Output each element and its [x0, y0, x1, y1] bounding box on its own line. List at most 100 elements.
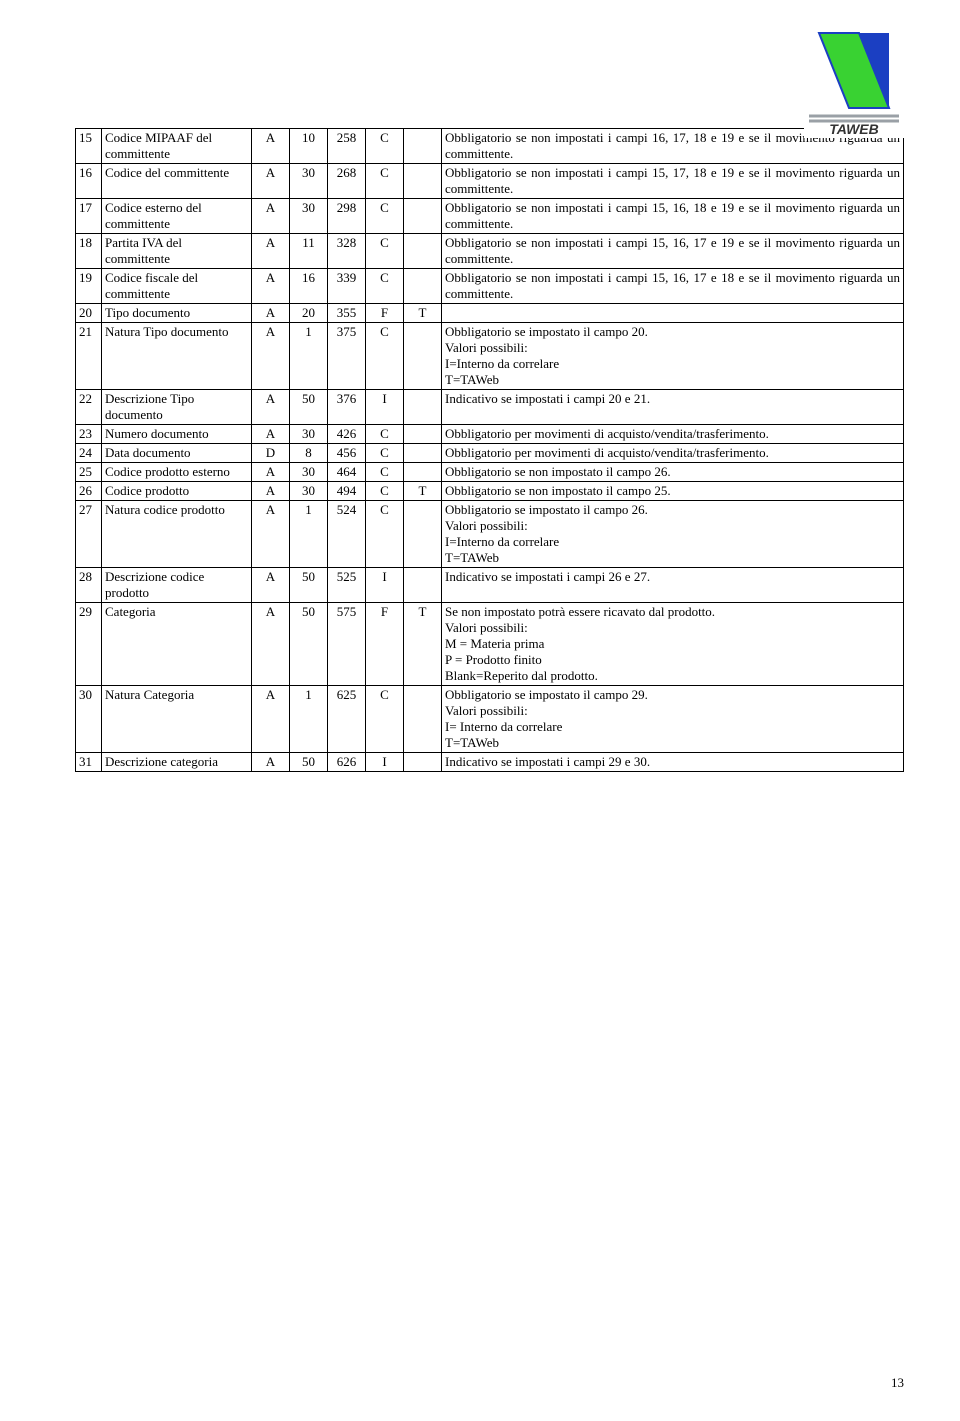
cell-c7: Obbligatorio se non impostati i campi 15…: [442, 234, 904, 269]
cell-c0: 25: [76, 463, 102, 482]
cell-c4: 525: [328, 568, 366, 603]
cell-c4: 258: [328, 129, 366, 164]
cell-c7: Obbligatorio se impostato il campo 26.Va…: [442, 501, 904, 568]
cell-c6: [404, 686, 442, 753]
cell-c3: 30: [290, 482, 328, 501]
cell-c4: 524: [328, 501, 366, 568]
cell-c2: A: [252, 304, 290, 323]
cell-c7: Obbligatorio per movimenti di acquisto/v…: [442, 444, 904, 463]
cell-c4: 328: [328, 234, 366, 269]
cell-c2: A: [252, 482, 290, 501]
cell-c1: Codice MIPAAF del committente: [102, 129, 252, 164]
cell-c7: [442, 304, 904, 323]
cell-c5: C: [366, 501, 404, 568]
table-row: 15Codice MIPAAF del committenteA10258COb…: [76, 129, 904, 164]
cell-c5: C: [366, 234, 404, 269]
cell-c5: I: [366, 753, 404, 772]
cell-c6: T: [404, 603, 442, 686]
table-row: 29CategoriaA50575FTSe non impostato potr…: [76, 603, 904, 686]
cell-c4: 376: [328, 390, 366, 425]
table-row: 22Descrizione Tipo documentoA50376IIndic…: [76, 390, 904, 425]
table-row: 28Descrizione codice prodottoA50525IIndi…: [76, 568, 904, 603]
cell-c2: A: [252, 686, 290, 753]
cell-c6: [404, 269, 442, 304]
cell-c0: 16: [76, 164, 102, 199]
table-row: 24Data documentoD8456CObbligatorio per m…: [76, 444, 904, 463]
cell-c3: 50: [290, 568, 328, 603]
cell-c1: Natura Categoria: [102, 686, 252, 753]
cell-c7: Obbligatorio se impostato il campo 29.Va…: [442, 686, 904, 753]
cell-c1: Natura codice prodotto: [102, 501, 252, 568]
cell-c5: C: [366, 425, 404, 444]
table-row: 17Codice esterno del committenteA30298CO…: [76, 199, 904, 234]
cell-c0: 28: [76, 568, 102, 603]
cell-c3: 30: [290, 425, 328, 444]
cell-c4: 298: [328, 199, 366, 234]
cell-c0: 27: [76, 501, 102, 568]
cell-c6: [404, 568, 442, 603]
cell-c1: Descrizione Tipo documento: [102, 390, 252, 425]
cell-c7: Obbligatorio se non impostati i campi 15…: [442, 199, 904, 234]
cell-c0: 21: [76, 323, 102, 390]
cell-c0: 29: [76, 603, 102, 686]
cell-c1: Numero documento: [102, 425, 252, 444]
table-row: 31Descrizione categoriaA50626IIndicativo…: [76, 753, 904, 772]
table-row: 23Numero documentoA30426CObbligatorio pe…: [76, 425, 904, 444]
cell-c3: 10: [290, 129, 328, 164]
cell-c1: Descrizione codice prodotto: [102, 568, 252, 603]
cell-c7: Obbligatorio per movimenti di acquisto/v…: [442, 425, 904, 444]
cell-c3: 30: [290, 164, 328, 199]
cell-c4: 494: [328, 482, 366, 501]
cell-c6: T: [404, 482, 442, 501]
cell-c5: C: [366, 686, 404, 753]
cell-c2: A: [252, 199, 290, 234]
cell-c2: A: [252, 463, 290, 482]
cell-c3: 1: [290, 501, 328, 568]
cell-c5: F: [366, 304, 404, 323]
cell-c3: 16: [290, 269, 328, 304]
cell-c2: A: [252, 323, 290, 390]
cell-c0: 22: [76, 390, 102, 425]
cell-c1: Codice prodotto esterno: [102, 463, 252, 482]
cell-c5: F: [366, 603, 404, 686]
cell-c2: D: [252, 444, 290, 463]
cell-c0: 20: [76, 304, 102, 323]
cell-c6: [404, 234, 442, 269]
cell-c6: T: [404, 304, 442, 323]
cell-c5: C: [366, 199, 404, 234]
cell-c1: Descrizione categoria: [102, 753, 252, 772]
cell-c3: 8: [290, 444, 328, 463]
table-row: 27Natura codice prodottoA1524C Obbligator…: [76, 501, 904, 568]
cell-c3: 11: [290, 234, 328, 269]
cell-c3: 50: [290, 390, 328, 425]
cell-c4: 575: [328, 603, 366, 686]
cell-c3: 20: [290, 304, 328, 323]
cell-c2: A: [252, 269, 290, 304]
cell-c6: [404, 164, 442, 199]
cell-c0: 15: [76, 129, 102, 164]
cell-c6: [404, 444, 442, 463]
specification-table: 15Codice MIPAAF del committenteA10258COb…: [75, 128, 904, 772]
svg-text:TAWEB: TAWEB: [829, 121, 879, 137]
cell-c0: 31: [76, 753, 102, 772]
cell-c4: 375: [328, 323, 366, 390]
taweb-logo: TAWEB: [804, 28, 904, 138]
cell-c1: Partita IVA del committente: [102, 234, 252, 269]
cell-c6: [404, 323, 442, 390]
cell-c0: 24: [76, 444, 102, 463]
cell-c2: A: [252, 390, 290, 425]
cell-c7: Se non impostato potrà essere ricavato d…: [442, 603, 904, 686]
cell-c2: A: [252, 603, 290, 686]
cell-c7: Indicativo se impostati i campi 26 e 27.: [442, 568, 904, 603]
cell-c1: Codice fiscale del committente: [102, 269, 252, 304]
cell-c0: 23: [76, 425, 102, 444]
cell-c1: Natura Tipo documento: [102, 323, 252, 390]
cell-c2: A: [252, 425, 290, 444]
cell-c4: 464: [328, 463, 366, 482]
cell-c6: [404, 425, 442, 444]
cell-c3: 30: [290, 463, 328, 482]
cell-c5: C: [366, 463, 404, 482]
cell-c0: 19: [76, 269, 102, 304]
cell-c2: A: [252, 501, 290, 568]
cell-c7: Obbligatorio se non impostati i campi 15…: [442, 164, 904, 199]
